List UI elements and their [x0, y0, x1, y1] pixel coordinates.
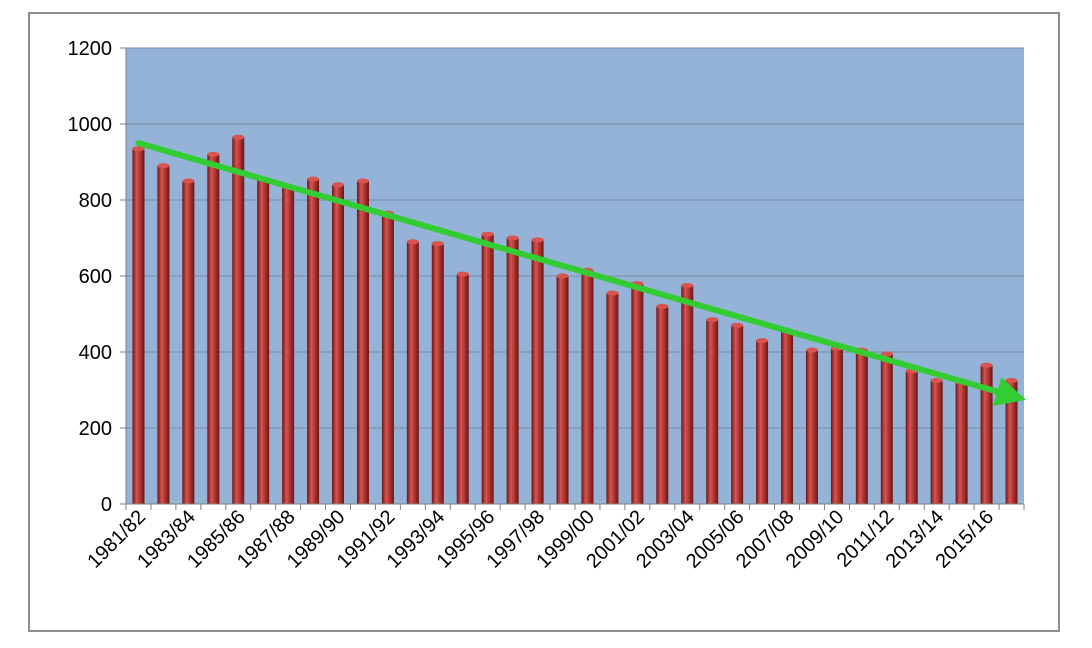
bar-cap: [606, 290, 619, 296]
bar-cap: [307, 176, 320, 182]
bar: [157, 165, 170, 505]
y-tick-label: 400: [79, 342, 112, 364]
bar: [232, 137, 245, 505]
y-tick-label: 600: [79, 266, 112, 288]
bar: [506, 238, 519, 504]
bars: [132, 134, 1018, 505]
x-axis-ticks: 1981/821983/841985/861987/881989/901991/…: [83, 506, 998, 573]
bar: [731, 325, 744, 504]
bar: [681, 285, 694, 504]
bar: [431, 243, 444, 504]
bar: [781, 331, 794, 504]
bar: [855, 350, 868, 504]
bar: [556, 276, 569, 504]
bar-cap: [506, 235, 519, 241]
bar: [132, 148, 145, 504]
bar: [381, 213, 394, 505]
y-tick-label: 0: [101, 494, 112, 516]
bar-cap: [456, 271, 469, 277]
bar: [182, 181, 195, 504]
bar: [307, 179, 320, 504]
bar: [606, 293, 619, 504]
bar: [905, 371, 918, 504]
bar-cap: [706, 317, 719, 323]
bar-cap: [1005, 378, 1018, 383]
bar: [656, 306, 669, 504]
bar: [955, 382, 968, 504]
bar-cap: [207, 151, 220, 157]
bar-cap: [157, 163, 170, 169]
bar-cap: [431, 241, 444, 247]
gridlines: [126, 47, 1024, 429]
bar-cap: [406, 239, 419, 245]
bar: [207, 154, 220, 504]
y-tick-label: 200: [79, 418, 112, 440]
bar: [756, 340, 769, 504]
y-axis-ticks: 0 200 400 600 800 1000 1200: [68, 38, 113, 516]
bar: [1005, 380, 1018, 504]
bar: [706, 319, 719, 504]
bar-cap: [880, 351, 893, 357]
bar-cap: [656, 303, 669, 309]
bar: [406, 241, 419, 505]
bar: [805, 350, 818, 504]
y-tick-label: 800: [79, 190, 112, 212]
bar: [332, 184, 345, 505]
bar: [257, 179, 270, 504]
bar-cap: [681, 283, 694, 288]
bar: [531, 239, 544, 504]
bar: [980, 365, 993, 504]
trend-arrow: [135, 140, 1026, 406]
bar-cap: [556, 273, 569, 279]
y-tick-label: 1000: [68, 114, 113, 136]
bar-cap: [805, 347, 818, 353]
bar: [581, 270, 594, 504]
bar: [880, 353, 893, 504]
bar-cap: [182, 178, 195, 184]
bar-cap: [481, 231, 494, 237]
y-tick-label: 1200: [68, 38, 113, 60]
bar-cap: [531, 237, 544, 243]
bar: [631, 283, 644, 504]
axes: [120, 47, 1025, 510]
bar-cap: [731, 322, 744, 328]
bar-cap: [930, 378, 943, 383]
bar-cap: [356, 178, 369, 184]
bar: [356, 181, 369, 504]
bar-cap: [132, 146, 145, 152]
chart-frame: 0 200 400 600 800 1000 1200 1981/82 1983/84 1985…: [28, 12, 1060, 632]
bar: [456, 274, 469, 504]
bar: [481, 234, 494, 504]
bar-chart: 0 200 400 600 800 1000 1200 1981/821983/841985…: [68, 38, 1026, 573]
bar-cap: [756, 338, 769, 344]
bar-cap: [980, 362, 993, 368]
bar-cap: [332, 182, 345, 188]
bar: [282, 186, 295, 504]
bar: [930, 380, 943, 504]
bar-cap: [232, 134, 245, 140]
bar: [830, 348, 843, 504]
